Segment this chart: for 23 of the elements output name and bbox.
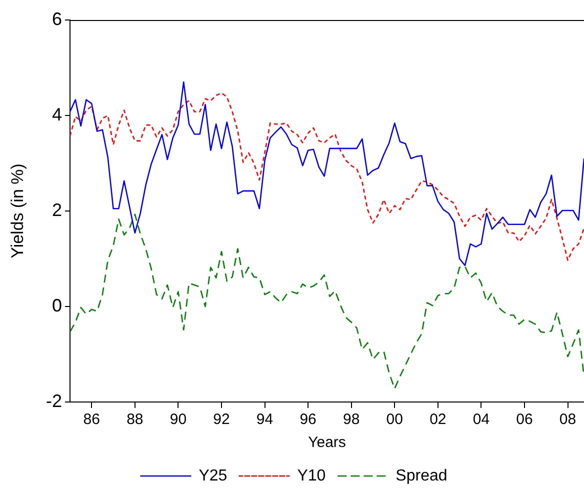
legend-label: Y25: [198, 467, 228, 484]
y-tick-label: 4: [52, 104, 62, 124]
legend-label: Y10: [297, 467, 326, 484]
x-tick-label: 98: [343, 411, 360, 428]
x-axis-title: Years: [308, 434, 346, 452]
x-tick-label: 96: [300, 411, 316, 428]
legend-label: Spread: [396, 467, 448, 484]
x-tick-label: 86: [83, 411, 100, 428]
x-tick-label: 06: [516, 411, 533, 428]
x-tick-label: 00: [386, 411, 403, 428]
x-tick-label: 94: [256, 411, 274, 428]
y-tick-label: 2: [52, 200, 62, 220]
y-tick-label: 0: [52, 295, 62, 316]
x-tick-label: 08: [559, 411, 576, 428]
x-tick-label: 04: [472, 411, 490, 428]
y-tick-label: 6: [52, 8, 62, 29]
x-tick-label: 92: [213, 411, 230, 428]
x-tick-label: 02: [430, 411, 446, 428]
y-axis-title: Yields (in %): [8, 164, 27, 258]
line-series: [70, 214, 584, 390]
x-tick-label: 90: [170, 411, 187, 428]
x-tick-label: 88: [126, 411, 144, 428]
y-tick-label: -2: [46, 390, 62, 411]
